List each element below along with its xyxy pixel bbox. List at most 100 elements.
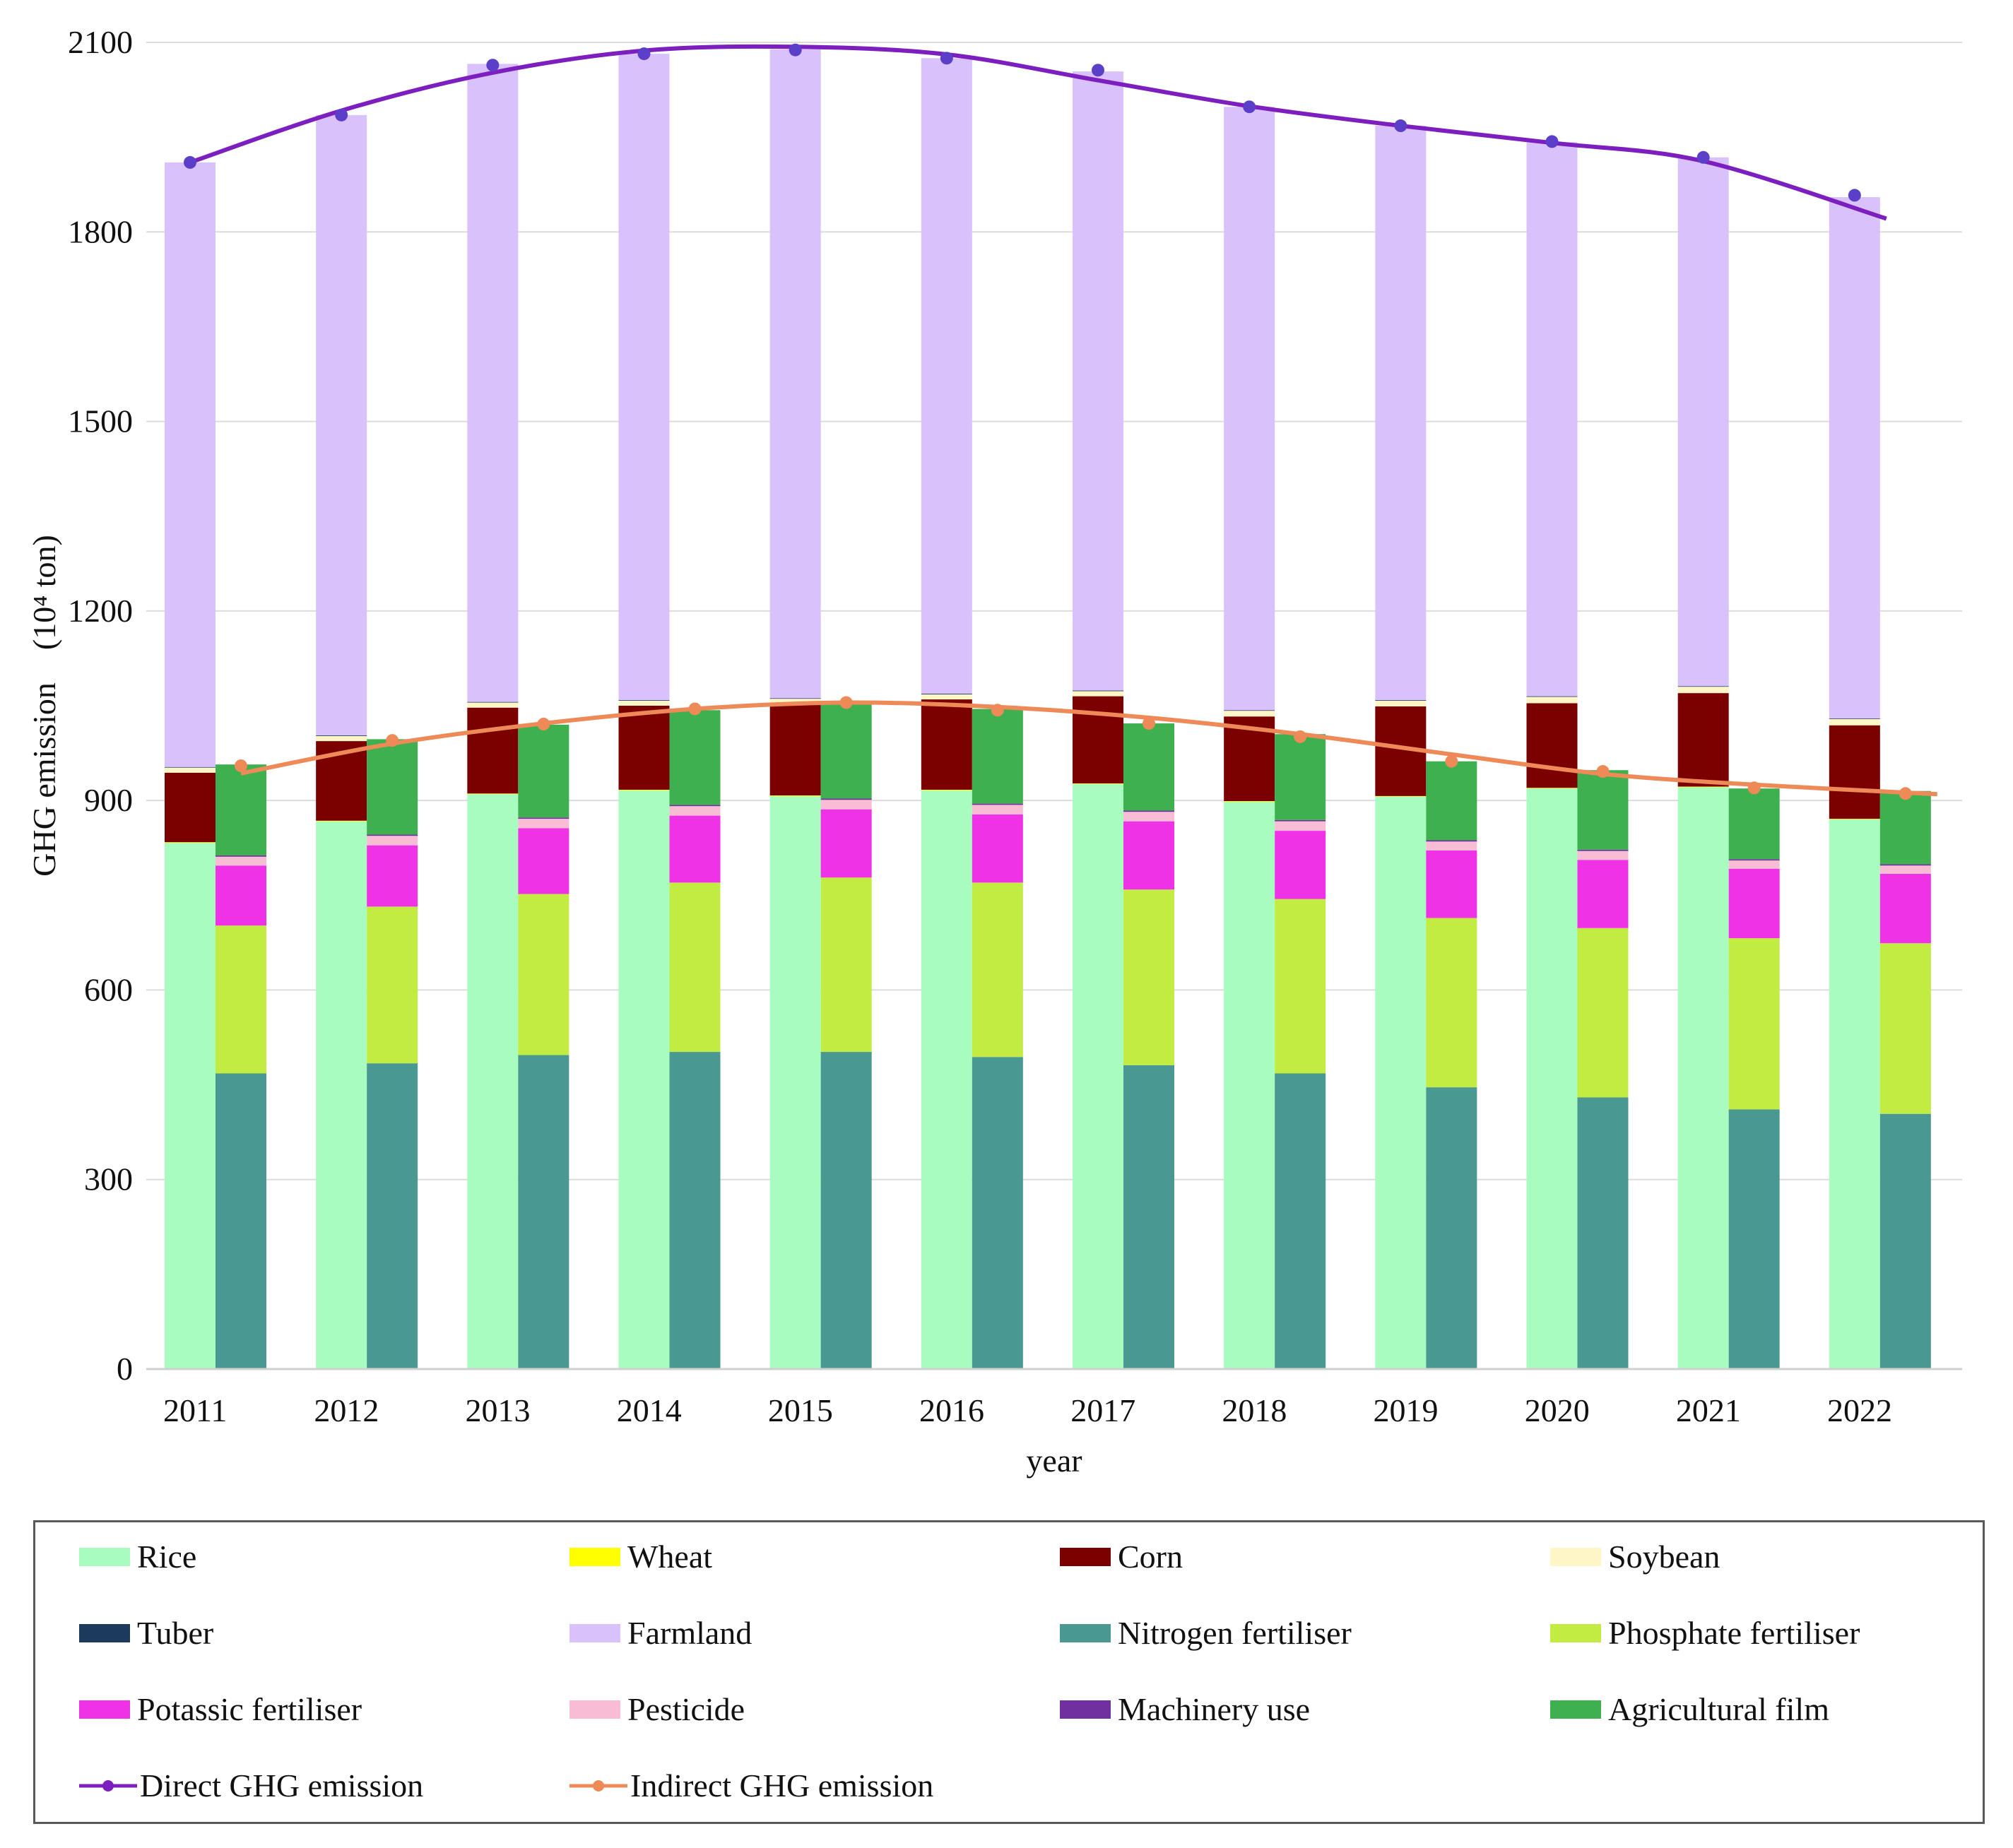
direct-ghg-emission-point-2017 — [1092, 64, 1104, 77]
legend-item-corn: Corn — [1060, 1538, 1183, 1575]
legend-label: Potassic fertiliser — [137, 1691, 362, 1727]
indirect-ghg-emission-point-2013 — [537, 717, 550, 730]
indirect-ghg-emission-point-2011 — [235, 759, 247, 772]
indirect-ghg-emission-point-2017 — [1143, 717, 1155, 730]
bar-indirect-pesticide-2011 — [216, 856, 266, 866]
indirect-ghg-emission-point-2019 — [1445, 754, 1458, 768]
indirect-ghg-emission-point-2012 — [386, 734, 399, 747]
bar-indirect-machinery-use-2017 — [1123, 810, 1174, 812]
emission-lines — [184, 43, 1937, 800]
x-tick-label: 2011 — [163, 1392, 227, 1428]
bar-indirect-potassic-fertiliser-2015 — [820, 809, 872, 878]
bar-direct-rice-2021 — [1677, 787, 1729, 1369]
legend-swatch — [79, 1779, 137, 1791]
indirect-ghg-emission-point-2015 — [839, 696, 853, 709]
bar-direct-farmland-2011 — [165, 162, 216, 767]
legend-label: Nitrogen fertiliser — [1118, 1615, 1352, 1651]
y-tick-label: 0 — [117, 1351, 133, 1387]
bar-indirect-agricultural-film-2012 — [367, 739, 418, 835]
bar-indirect-phosphate-fertiliser-2020 — [1577, 928, 1629, 1098]
bar-indirect-pesticide-2022 — [1879, 865, 1931, 874]
bar-indirect-phosphate-fertiliser-2012 — [367, 906, 418, 1064]
bar-indirect-nitrogen-fertiliser-2015 — [820, 1052, 872, 1369]
legend-label: Wheat — [627, 1539, 713, 1575]
bar-direct-wheat-2015 — [769, 795, 821, 796]
x-tick-label: 2014 — [617, 1392, 682, 1428]
bar-indirect-agricultural-film-2015 — [820, 704, 872, 799]
x-tick-label: 2021 — [1676, 1392, 1741, 1428]
direct-ghg-emission-point-2012 — [335, 108, 348, 122]
bar-indirect-agricultural-film-2019 — [1426, 761, 1477, 841]
bar-direct-rice-2020 — [1526, 788, 1578, 1369]
legend-swatch — [1550, 1547, 1601, 1566]
bar-indirect-nitrogen-fertiliser-2014 — [669, 1052, 721, 1369]
bar-direct-corn-2015 — [769, 704, 821, 795]
direct-trend-curve — [189, 44, 1887, 221]
bar-indirect-machinery-use-2016 — [972, 803, 1023, 805]
bar-indirect-machinery-use-2019 — [1426, 840, 1477, 842]
bar-direct-farmland-2012 — [316, 114, 367, 736]
y-tick-label: 900 — [84, 782, 133, 818]
bar-direct-soybean-2020 — [1526, 697, 1578, 704]
legend-label: Tuber — [137, 1615, 214, 1651]
direct-ghg-emission-point-2020 — [1545, 135, 1559, 148]
indirect-ghg-emission-point-2018 — [1294, 730, 1307, 743]
legend-item-potassic-fertiliser: Potassic fertiliser — [79, 1690, 362, 1728]
bar-indirect-machinery-use-2020 — [1577, 849, 1629, 851]
y-tick-label: 300 — [84, 1161, 133, 1197]
bar-direct-tuber-2015 — [769, 698, 821, 699]
bar-direct-farmland-2018 — [1224, 107, 1275, 711]
x-axis-title: year — [1026, 1443, 1082, 1479]
bar-direct-farmland-2013 — [467, 64, 519, 702]
bar-direct-corn-2014 — [618, 706, 670, 790]
bar-direct-corn-2020 — [1526, 703, 1578, 788]
legend-item-wheat: Wheat — [569, 1538, 712, 1575]
x-tick-labels: 2011 2012 2013 2014 2015 2016 2017 2018 2019 2020… — [163, 1392, 1892, 1428]
bar-indirect-potassic-fertiliser-2019 — [1426, 850, 1477, 918]
bar-indirect-nitrogen-fertiliser-2012 — [367, 1063, 418, 1369]
bar-direct-wheat-2012 — [316, 820, 367, 822]
bar-direct-wheat-2019 — [1375, 795, 1427, 797]
bar-direct-soybean-2019 — [1375, 700, 1427, 706]
indirect-ghg-emission-point-2021 — [1747, 781, 1761, 795]
bar-indirect-machinery-use-2014 — [669, 805, 721, 807]
y-tick-label: 2100 — [68, 24, 133, 60]
bar-indirect-nitrogen-fertiliser-2016 — [972, 1057, 1023, 1369]
bar-direct-rice-2012 — [316, 821, 367, 1369]
bar-direct-rice-2011 — [165, 843, 216, 1369]
bar-indirect-phosphate-fertiliser-2015 — [820, 877, 872, 1053]
bar-indirect-agricultural-film-2011 — [216, 764, 266, 855]
bar-indirect-phosphate-fertiliser-2013 — [518, 894, 569, 1055]
legend-item-machinery-use: Machinery use — [1060, 1690, 1310, 1728]
legend-label: Direct GHG emission — [140, 1767, 424, 1803]
indirect-ghg-emission-point-2022 — [1899, 787, 1912, 800]
bar-direct-farmland-2019 — [1375, 126, 1427, 700]
bar-indirect-phosphate-fertiliser-2018 — [1275, 899, 1326, 1074]
bar-indirect-machinery-use-2021 — [1728, 859, 1780, 861]
bar-indirect-machinery-use-2012 — [367, 834, 418, 836]
bar-indirect-agricultural-film-2020 — [1577, 770, 1629, 850]
bar-indirect-potassic-fertiliser-2022 — [1879, 873, 1931, 944]
legend-item-pesticide: Pesticide — [569, 1690, 745, 1728]
y-gridlines — [146, 42, 1962, 1180]
bar-indirect-machinery-use-2022 — [1879, 864, 1931, 866]
bar-indirect-pesticide-2019 — [1426, 841, 1477, 851]
legend-label: Indirect GHG emission — [630, 1767, 934, 1803]
bar-direct-tuber-2013 — [467, 701, 519, 703]
direct-ghg-emission-point-2014 — [637, 47, 651, 61]
bar-indirect-potassic-fertiliser-2020 — [1577, 860, 1629, 928]
bar-indirect-machinery-use-2015 — [820, 798, 872, 800]
bar-direct-wheat-2017 — [1073, 783, 1123, 784]
bar-direct-rice-2017 — [1073, 783, 1123, 1369]
bar-direct-rice-2015 — [769, 795, 821, 1369]
bar-indirect-nitrogen-fertiliser-2021 — [1728, 1109, 1780, 1369]
stacked-bars — [165, 49, 1931, 1369]
bar-direct-corn-2016 — [921, 699, 972, 790]
bar-direct-tuber-2011 — [165, 766, 216, 768]
direct-ghg-emission-point-2011 — [184, 155, 196, 169]
bar-direct-tuber-2018 — [1224, 710, 1275, 711]
bar-direct-wheat-2021 — [1677, 786, 1729, 788]
bar-indirect-pesticide-2015 — [820, 800, 872, 810]
bar-indirect-phosphate-fertiliser-2017 — [1123, 889, 1174, 1065]
bar-indirect-potassic-fertiliser-2012 — [367, 845, 418, 907]
